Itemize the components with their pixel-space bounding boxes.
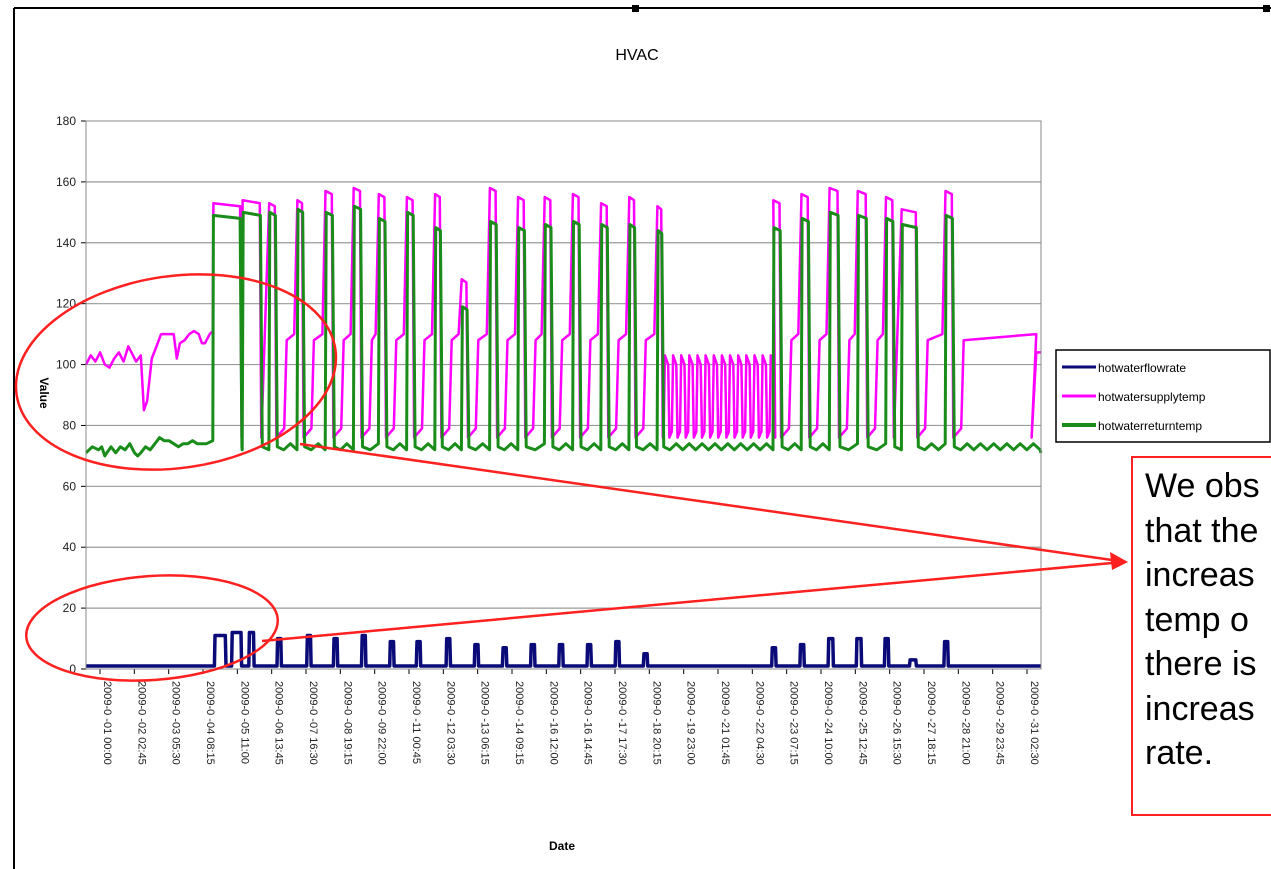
x-tick-label-26: 2009-0 -29 23:45: [994, 681, 1006, 765]
x-tick-label-22: 2009-0 -25 12:45: [856, 681, 868, 765]
chart-title: HVAC: [615, 47, 658, 64]
callout-line-1: We obs: [1145, 467, 1260, 505]
legend-label-flowrate: hotwaterflowrate: [1098, 361, 1186, 375]
x-tick-label-11: 2009-0 -13 06:15: [479, 681, 491, 765]
x-tick-label-20: 2009-0 -23 07:15: [788, 681, 800, 765]
highlight-ellipse-temperature: [14, 273, 338, 471]
arrow-line-upper: [299, 442, 1113, 562]
selection-handle-right[interactable]: [1263, 5, 1270, 12]
series-line-hotwaterreturntemp: [84, 204, 1043, 458]
x-tick-label-8: 2009-0 -09 22:00: [376, 681, 388, 765]
callout-line-5: there is: [1145, 645, 1257, 683]
x-tick-label-10: 2009-0 -12 03:30: [444, 681, 456, 765]
y-tick-label-180: 180: [56, 114, 76, 128]
x-tick-label-2: 2009-0 -03 05:30: [170, 681, 182, 765]
x-tick-label-3: 2009-0 -04 08:15: [204, 681, 216, 765]
x-tick-label-5: 2009-0 -06 13:45: [273, 681, 285, 765]
plot-series: [84, 186, 1043, 668]
x-tick-label-1: 2009-0 -02 02:45: [135, 681, 147, 765]
x-tick-label-7: 2009-0 -08 19:15: [341, 681, 353, 765]
y-tick-label-80: 80: [63, 418, 77, 432]
selection-handle[interactable]: [632, 5, 639, 12]
y-tick-label-40: 40: [63, 540, 77, 554]
gridlines: [86, 181, 1041, 609]
x-tick-label-15: 2009-0 -17 17:30: [616, 681, 628, 765]
callout-line-6: increas: [1145, 689, 1255, 728]
y-tick-label-140: 140: [56, 236, 76, 250]
legend-label-supplytemp: hotwatersupplytemp: [1098, 390, 1206, 404]
x-tick-label-6: 2009-0 -07 16:30: [307, 681, 319, 765]
x-tick-label-0: 2009-0 -01 00:00: [101, 681, 113, 765]
y-tick-label-0: 0: [69, 662, 76, 676]
x-tick-label-16: 2009-0 -18 20:15: [650, 681, 662, 765]
x-tick-label-9: 2009-0 -11 00:45: [410, 681, 422, 764]
legend-label-returntemp: hotwaterreturntemp: [1098, 419, 1202, 433]
y-axis-label: Value: [37, 377, 51, 409]
callout-line-3: increas: [1145, 556, 1255, 594]
x-axis-ticks: 2009-0 -01 00:00 2009-0 -02 02:45 2009-0 -…: [99, 669, 1040, 765]
x-tick-label-17: 2009-0 -19 23:00: [685, 681, 697, 765]
arrow-line-lower: [261, 561, 1113, 643]
x-tick-label-12: 2009-0 -14 09:15: [513, 681, 525, 765]
x-axis-label: Date: [549, 839, 575, 853]
callout-line-2: that the: [1145, 511, 1259, 550]
y-tick-label-160: 160: [56, 175, 76, 189]
y-tick-label-100: 100: [56, 358, 76, 372]
y-tick-label-60: 60: [63, 479, 77, 493]
annotation-callout: We obs that the increas temp o there is …: [1131, 456, 1271, 816]
x-tick-label-21: 2009-0 -24 10:00: [822, 681, 834, 765]
callout-line-7: rate.: [1145, 734, 1214, 772]
annotation-marks: [14, 273, 1128, 682]
series-line-hotwaterflowrate: [86, 630, 1041, 668]
legend: hotwaterflowrate hotwatersupplytemp hotw…: [1055, 349, 1271, 443]
x-tick-label-19: 2009-0 -22 04:30: [753, 681, 765, 765]
plot-area: [85, 120, 1042, 670]
x-tick-label-23: 2009-0 -26 15:30: [891, 681, 903, 765]
highlight-ellipse-flowrate: [25, 574, 279, 682]
x-tick-label-24: 2009-0 -27 18:15: [925, 681, 937, 765]
callout-line-4: temp o: [1145, 600, 1249, 639]
x-tick-label-18: 2009-0 -21 01:45: [719, 681, 731, 765]
x-tick-label-14: 2009-0 -16 14:45: [582, 681, 594, 765]
x-tick-label-27: 2009-0 -31 02:30: [1028, 681, 1040, 765]
y-tick-label-20: 20: [63, 601, 77, 615]
arrow-head: [1110, 552, 1128, 570]
x-tick-label-4: 2009-0 -05 11:00: [238, 681, 250, 764]
x-tick-label-25: 2009-0 -28 21:00: [959, 681, 971, 765]
x-tick-label-13: 2009-0 -16 12:00: [547, 681, 559, 765]
